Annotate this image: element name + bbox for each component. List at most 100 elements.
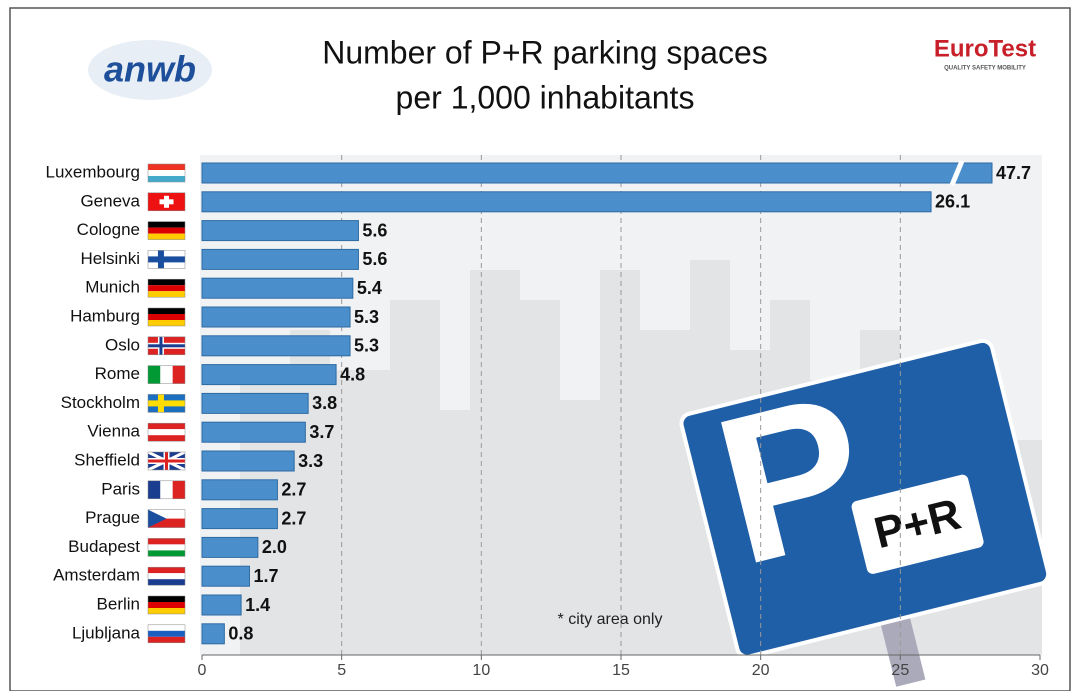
flag — [148, 510, 185, 528]
flag — [148, 193, 185, 211]
flag-cross — [148, 460, 185, 463]
flag-stripe — [148, 608, 185, 614]
y-tick-label: Rome — [95, 364, 140, 383]
value-label: 0.8 — [228, 624, 253, 644]
bar — [202, 249, 358, 269]
y-tick-label: Luxembourg — [45, 162, 140, 181]
flag-stripe — [148, 314, 185, 320]
flag-stripe — [173, 366, 185, 384]
y-tick-label: Paris — [101, 479, 140, 498]
flag-stripe — [148, 429, 185, 435]
flag — [148, 308, 185, 326]
y-tick-label: Prague — [85, 508, 140, 527]
chart-subtitle: per 1,000 inhabitants — [396, 79, 695, 115]
y-tick-label: Cologne — [77, 220, 140, 239]
flag-stripe — [148, 320, 185, 326]
flag-stripe — [148, 637, 185, 643]
bar — [202, 307, 350, 327]
bar — [202, 624, 224, 644]
flag-cross — [160, 199, 174, 204]
x-tick-label: 20 — [752, 662, 770, 679]
flag — [148, 337, 185, 355]
value-label: 4.8 — [340, 364, 365, 384]
flag-stripe — [148, 567, 185, 573]
flag — [148, 394, 185, 412]
y-tick-label: Ljubljana — [72, 623, 141, 642]
flag — [148, 481, 185, 499]
value-label: 5.4 — [357, 278, 382, 298]
y-tick-label: Amsterdam — [53, 566, 140, 585]
flag-stripe — [148, 423, 185, 429]
value-label: 1.4 — [245, 595, 270, 615]
partner-tagline: QUALITY SAFETY MOBILITY — [944, 66, 1026, 72]
flag — [148, 625, 185, 643]
bar — [202, 595, 241, 615]
flag — [148, 366, 185, 384]
bar — [202, 336, 350, 356]
flag — [148, 222, 185, 240]
y-tick-label: Sheffield — [74, 450, 140, 469]
bar — [202, 509, 277, 529]
partner-logo: EuroTest — [934, 35, 1036, 62]
y-tick-label: Oslo — [105, 335, 140, 354]
bar — [202, 365, 336, 385]
x-tick-label: 5 — [337, 662, 346, 679]
source-logo: anwb — [104, 49, 196, 90]
chart: anwb EuroTest QUALITY SAFETY MOBILITY Nu… — [0, 0, 1078, 691]
flag-stripe — [148, 234, 185, 240]
flag-stripe — [148, 544, 185, 550]
y-tick-label: Geneva — [80, 191, 140, 210]
y-tick-label: Vienna — [87, 422, 140, 441]
flag — [148, 538, 185, 556]
value-label: 3.8 — [312, 393, 337, 413]
value-label: 5.3 — [354, 336, 379, 356]
y-tick-label: Hamburg — [70, 306, 140, 325]
flag-cross — [148, 344, 185, 347]
value-label: 3.7 — [309, 422, 334, 442]
chart-title: Number of P+R parking spaces — [322, 34, 768, 70]
y-tick-label: Helsinki — [80, 249, 140, 268]
flag-stripe — [148, 550, 185, 556]
bar — [202, 163, 992, 183]
flag-stripe — [148, 538, 185, 544]
flag-stripe — [148, 285, 185, 291]
value-label: 2.0 — [262, 537, 287, 557]
flag-stripe — [148, 308, 185, 314]
bar — [202, 451, 294, 471]
y-tick-label: Berlin — [97, 594, 140, 613]
flag-cross — [148, 256, 185, 262]
flag-stripe — [148, 170, 185, 176]
x-tick-label: 25 — [891, 662, 909, 679]
value-label: 3.3 — [298, 451, 323, 471]
flag-stripe — [160, 481, 172, 499]
bar — [202, 480, 277, 500]
x-tick-label: 10 — [472, 662, 490, 679]
value-label: 5.6 — [362, 220, 387, 240]
x-tick-label: 15 — [612, 662, 630, 679]
flag-stripe — [148, 625, 185, 631]
bar — [202, 537, 258, 557]
annotation: * city area only — [558, 611, 663, 628]
flag-stripe — [148, 435, 185, 441]
flag-stripe — [148, 481, 160, 499]
flag-stripe — [148, 222, 185, 228]
flag-stripe — [148, 631, 185, 637]
flag-cross — [148, 400, 185, 406]
flag-stripe — [148, 291, 185, 297]
flag — [148, 164, 185, 182]
bar — [202, 221, 358, 241]
flag-stripe — [148, 579, 185, 585]
flag — [148, 567, 185, 585]
bar — [202, 192, 931, 212]
value-label: 2.7 — [281, 480, 306, 500]
y-tick-label: Budapest — [68, 537, 140, 556]
value-label: 5.3 — [354, 307, 379, 327]
flag — [148, 596, 185, 614]
flag — [148, 423, 185, 441]
bar — [202, 278, 353, 298]
value-label: 2.7 — [281, 508, 306, 528]
value-label: 1.7 — [253, 566, 278, 586]
flag-stripe — [148, 279, 185, 285]
flag-stripe — [160, 366, 172, 384]
flag-stripe — [148, 573, 185, 579]
